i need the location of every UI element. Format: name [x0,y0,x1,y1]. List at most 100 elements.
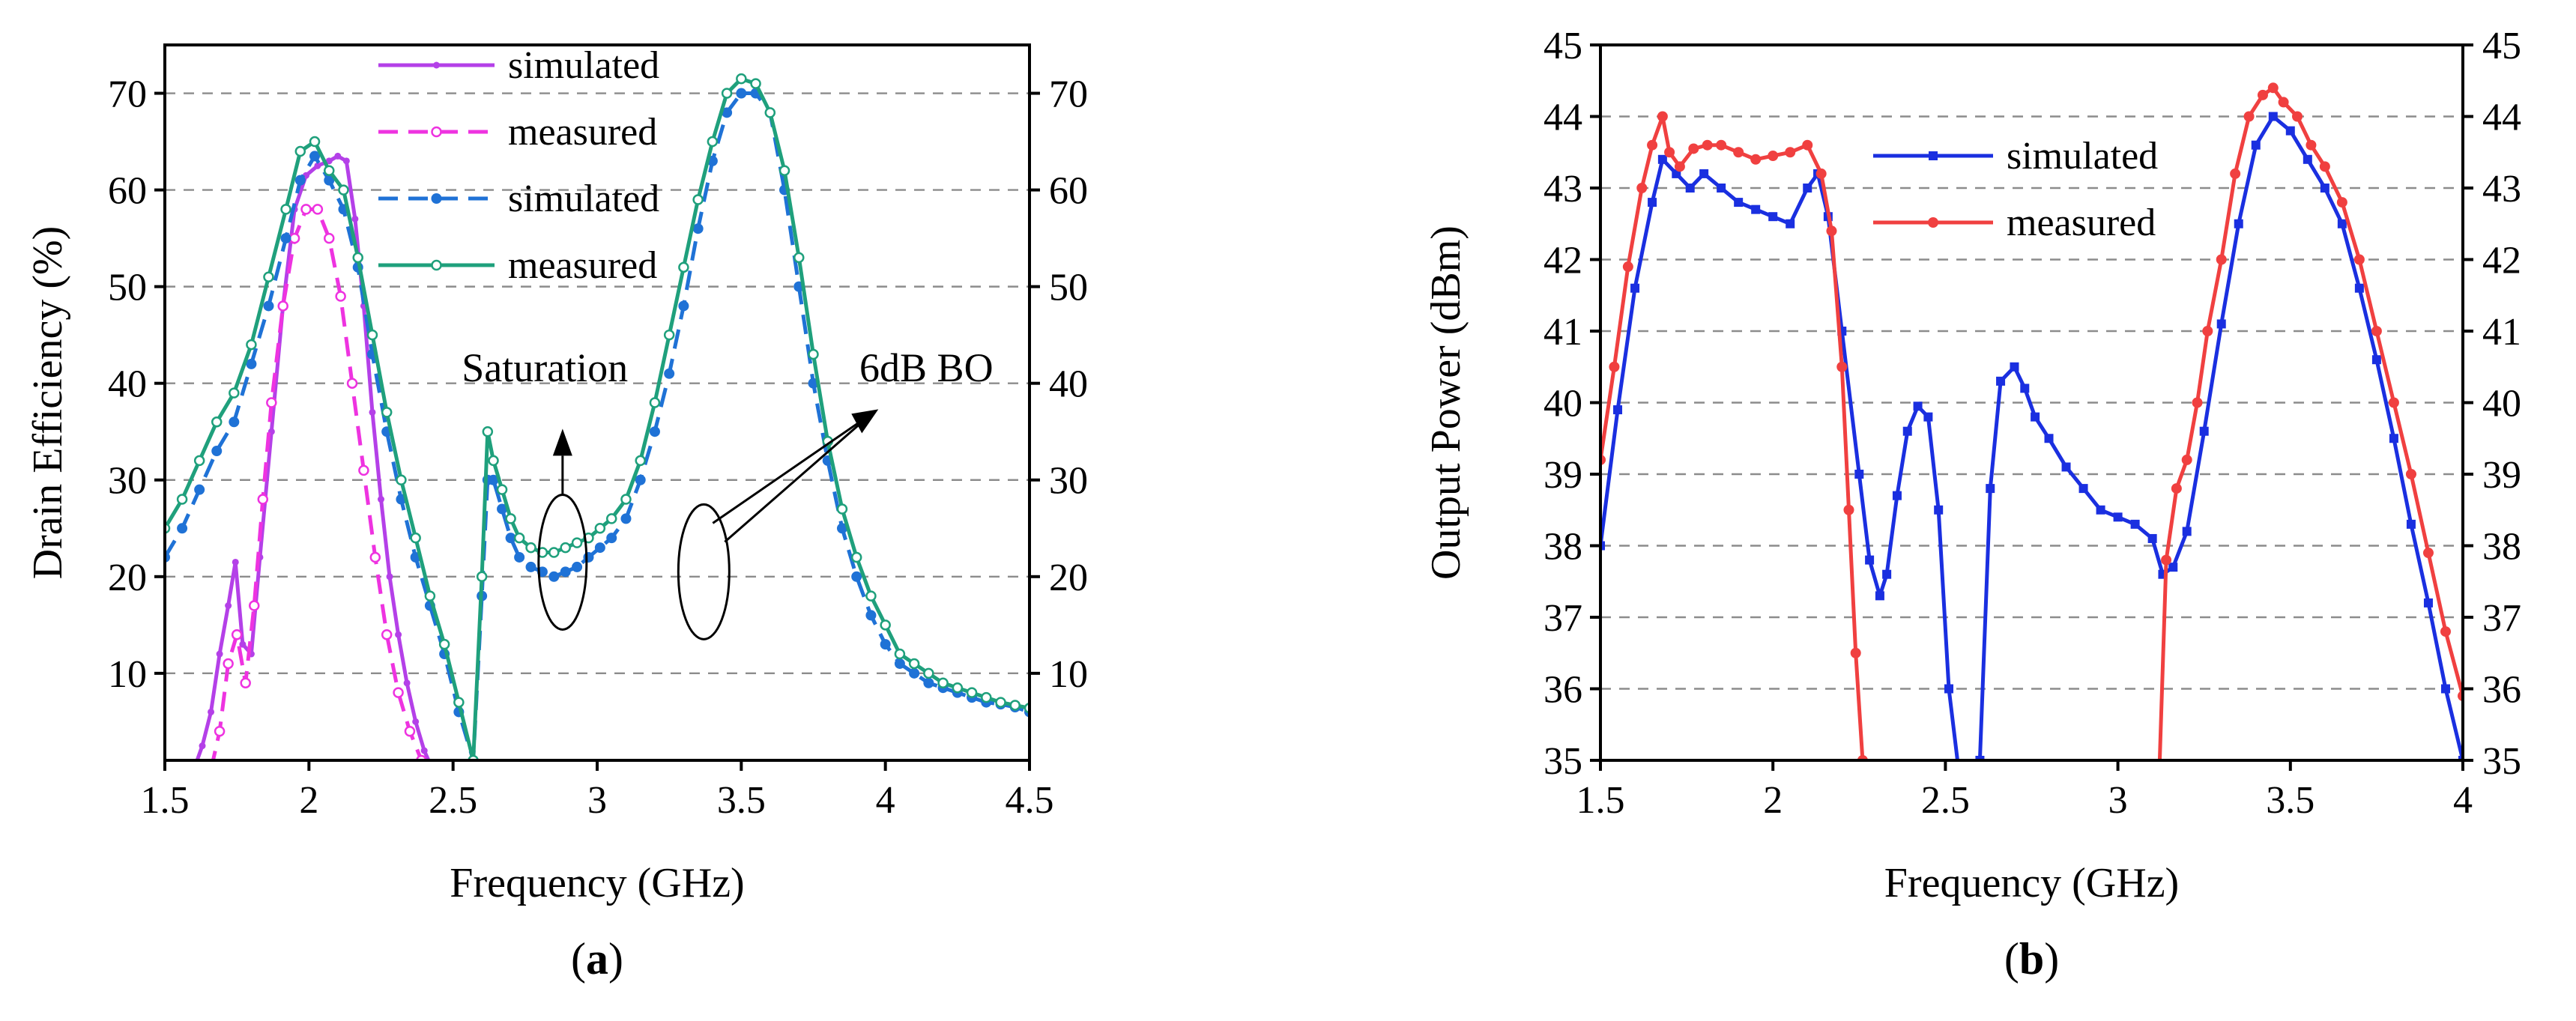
data-point [525,542,536,554]
data-point [2440,626,2451,637]
data-point [2234,219,2243,228]
data-point [497,503,508,515]
y-axis-label: Output Power (dBm) [1423,225,1469,580]
data-point [420,747,428,754]
data-point [300,204,312,215]
data-point [1826,225,1837,237]
legend-label-3: simulated [508,178,659,220]
data-point [514,551,525,563]
data-point [923,677,934,688]
data-point [246,358,257,369]
data-point [223,658,234,670]
data-point [412,718,420,725]
data-point [678,300,689,312]
right-y-tick-label: 10 [1049,653,1088,696]
data-point [424,590,436,602]
right-y-tick-label: 43 [2482,168,2521,210]
data-point [2161,554,2172,566]
data-point [280,233,291,244]
data-point [750,78,761,89]
data-point [2371,326,2382,336]
data-point [429,766,436,773]
data-point [721,88,733,99]
right-y-tick-label: 38 [2482,526,2521,569]
data-point [2044,434,2054,443]
series-group [165,73,1030,773]
data-point [193,455,205,467]
data-point [2096,505,2105,515]
data-point [257,494,269,505]
data-point [1934,505,1944,515]
legend: simulated measured [1873,135,2158,244]
data-point [2292,111,2303,122]
data-point [2181,454,2192,465]
series-line-2 [1600,85,2463,760]
data-point [211,416,223,428]
data-point [309,151,321,162]
data-point [1702,139,1713,151]
data-point [2371,355,2381,365]
data-point [865,610,877,621]
data-point [909,667,920,679]
data-point [216,650,223,658]
legend: simulated measured simulated measured [378,44,659,287]
data-point [1864,769,1875,780]
data-point [232,558,239,566]
data-point [1750,154,1762,165]
data-point [2303,154,2312,164]
y-tick-label: 40 [108,363,147,406]
x-tick-label: 2 [299,779,318,822]
data-point [2306,139,2317,151]
backoff-ellipse [677,503,731,640]
data-point [335,291,346,302]
data-point [393,687,404,698]
data-point [594,542,605,554]
x-tick-label: 3 [2108,779,2128,822]
backoff-arrow-head [851,409,879,434]
data-point [231,628,243,640]
panel-paren-open: ( [571,934,586,984]
right-y-tick-label: 30 [1049,460,1088,503]
y-tick-label: 60 [108,170,147,213]
x-tick-label: 4 [876,779,895,822]
data-point [2440,684,2450,694]
data-point [2216,319,2226,329]
data-point [692,223,704,234]
data-point [395,631,402,638]
data-point [277,300,288,312]
panel-paren-close: ) [608,934,623,984]
saturation-label: Saturation [462,345,628,390]
data-point [488,474,499,485]
data-point [410,532,421,544]
data-point [2337,219,2347,228]
data-point [620,513,632,524]
data-point [1630,283,1640,293]
data-point [358,464,369,476]
data-point [177,523,188,534]
y-tick-label: 20 [108,557,147,599]
data-point [736,88,747,99]
data-point [288,232,300,244]
data-point [778,165,790,177]
data-point [403,679,411,687]
backoff-arrow-line-2 [724,417,868,543]
data-point [1865,555,1875,565]
data-point [2354,283,2364,293]
legend-marker-3 [431,193,442,204]
data-point [981,691,992,703]
data-point [1636,183,1648,193]
data-point [378,496,384,503]
data-point [1875,591,1884,601]
data-point [2267,82,2279,94]
data-point [1882,569,1892,579]
data-point [342,157,350,165]
data-point [496,484,508,495]
data-point [324,165,335,177]
data-point [2031,412,2040,422]
data-point [649,397,661,408]
efficiency-chart: 1.5 2 2.5 3 3.5 4 4.5 10 20 30 40 50 60 70 10 20 30 40 50 6… [25,43,1088,984]
data-point [482,425,494,437]
data-point [1717,184,1726,193]
data-point [1996,376,2006,386]
data-point [325,157,333,165]
